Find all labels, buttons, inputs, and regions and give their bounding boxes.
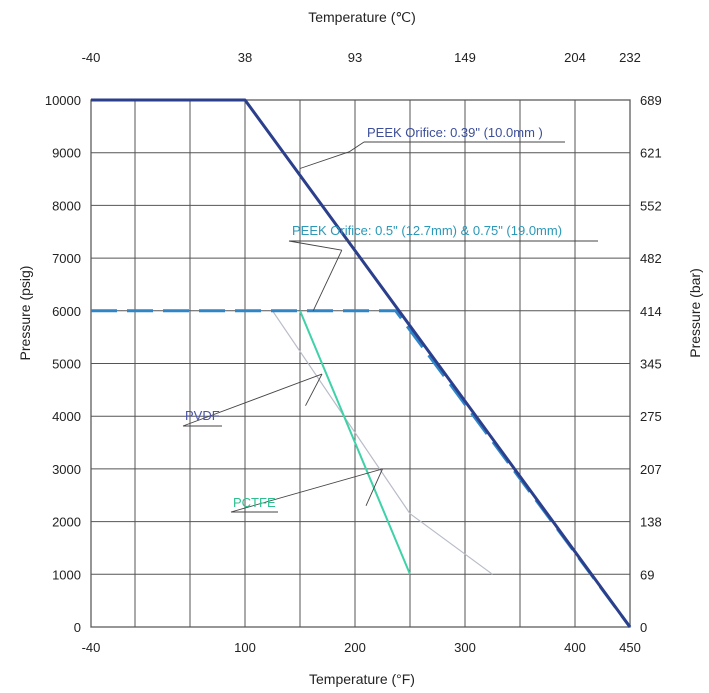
top-tick-label: 93 <box>348 50 362 65</box>
x-tick-label: 200 <box>344 640 366 655</box>
right-tick-label: 414 <box>640 304 662 319</box>
x-tick-label: 300 <box>454 640 476 655</box>
annotation-label: PEEK Orifice: 0.5" (12.7mm) & 0.75" (19.… <box>292 223 562 238</box>
x-tick-label: 400 <box>564 640 586 655</box>
top-tick-label: 232 <box>619 50 641 65</box>
right-tick-label: 138 <box>640 515 662 530</box>
series-line <box>272 310 493 575</box>
top-tick-label: -40 <box>82 50 101 65</box>
grid <box>90 99 631 628</box>
annotation-pointer <box>288 240 342 251</box>
y-axis-title-left: Pressure (psig) <box>17 266 33 361</box>
y-axis-title-right: Pressure (bar) <box>687 268 703 357</box>
top-tick-label: 204 <box>564 50 586 65</box>
right-tick-label: 621 <box>640 146 662 161</box>
y-tick-label: 3000 <box>52 462 81 477</box>
annotation-pointer <box>182 373 323 427</box>
right-tick-label: 689 <box>640 93 662 108</box>
series-line <box>91 98 632 628</box>
right-tick-label: 552 <box>640 198 662 213</box>
annotation-pointer <box>349 141 365 153</box>
top-tick-label: 38 <box>238 50 252 65</box>
series-layer <box>91 98 632 628</box>
y-tick-label: 9000 <box>52 146 81 161</box>
y-tick-label: 10000 <box>45 93 81 108</box>
tick-labels: -40 100 200 300 400 450 -40 38 93 149 204 232 0 1000 2… <box>45 50 662 655</box>
y-tick-label: 5000 <box>52 357 81 372</box>
right-tick-label: 482 <box>640 251 662 266</box>
x-tick-label: -40 <box>82 640 101 655</box>
y-tick-label: 8000 <box>52 198 81 213</box>
annotation-label: PVDF <box>185 408 220 423</box>
annotation-pointer <box>299 151 350 169</box>
x-tick-label: 450 <box>619 640 641 655</box>
series-line <box>91 309 632 628</box>
y-tick-label: 6000 <box>52 304 81 319</box>
right-tick-label: 69 <box>640 567 654 582</box>
annotation-layer: PEEK Orifice: 0.39" (10.0mm ) PEEK Orific… <box>182 125 598 513</box>
annotation-pointer <box>365 468 383 506</box>
y-tick-label: 0 <box>74 620 81 635</box>
annotation-pointer <box>305 373 323 406</box>
annotation-label: PCTFE <box>233 495 276 510</box>
annotation-pointer <box>312 250 343 311</box>
annotation-pointer <box>230 468 383 513</box>
y-tick-label: 4000 <box>52 409 81 424</box>
annotation-label: PEEK Orifice: 0.39" (10.0mm ) <box>367 125 543 140</box>
y-tick-label: 1000 <box>52 567 81 582</box>
x-tick-label: 100 <box>234 640 256 655</box>
right-tick-label: 275 <box>640 409 662 424</box>
y-tick-label: 2000 <box>52 515 81 530</box>
x-axis-title-bottom: Temperature (°F) <box>309 671 415 687</box>
y-tick-label: 7000 <box>52 251 81 266</box>
series-line <box>299 310 411 575</box>
right-tick-label: 207 <box>640 462 662 477</box>
top-tick-label: 149 <box>454 50 476 65</box>
right-tick-label: 0 <box>640 620 647 635</box>
right-tick-label: 345 <box>640 357 662 372</box>
x-axis-title-top: Temperature (℃) <box>308 9 416 25</box>
